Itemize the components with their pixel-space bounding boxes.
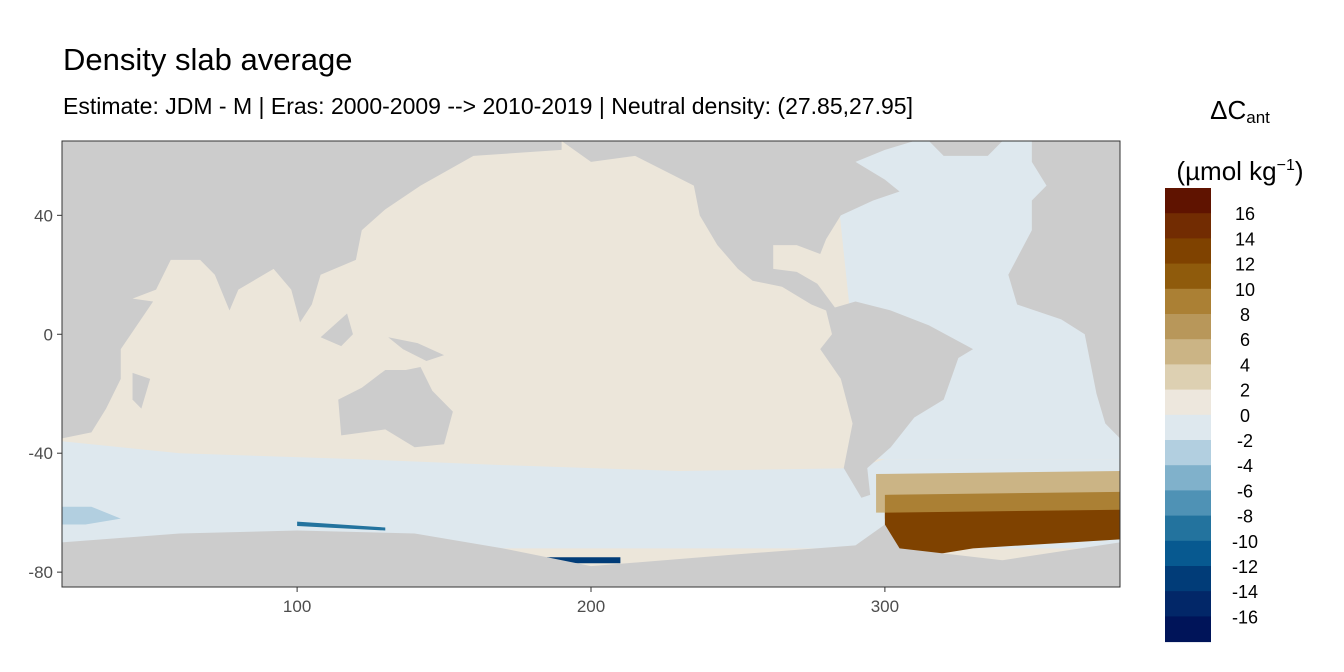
legend-label: 10 [1235,280,1255,300]
land-mass [62,524,1120,587]
legend-label: 12 [1235,255,1255,275]
legend-swatch [1165,566,1211,592]
legend-swatch [1165,515,1211,542]
legend-swatch [1165,238,1211,265]
legend-label: -16 [1232,607,1258,627]
legend-label: 0 [1240,406,1250,426]
y-tick-label: -40 [28,444,53,463]
legend-label: 6 [1240,330,1250,350]
legend-swatch [1165,490,1211,517]
plot-subtitle: Estimate: JDM - M | Eras: 2000-2009 --> … [63,93,913,119]
legend-swatch [1165,263,1211,290]
legend-label: 2 [1240,381,1250,401]
land-mass [132,372,151,409]
region-southern-negative-2 [62,506,121,525]
legend-label: -8 [1237,507,1253,527]
legend-label: -12 [1232,557,1258,577]
legend-swatch [1165,364,1211,391]
x-tick-label: 100 [283,597,311,616]
x-tick-label: 200 [577,597,605,616]
legend-swatch [1165,339,1211,365]
y-tick-label: -80 [28,563,53,582]
legend-label: -6 [1237,481,1253,501]
legend-swatch [1165,389,1211,416]
legend-swatch [1165,540,1211,567]
legend-swatch [1165,440,1211,466]
legend-label: -4 [1237,456,1253,476]
y-tick-label: 40 [34,206,53,225]
land-mass [1008,141,1120,439]
legend-swatch [1165,288,1211,315]
legend-swatch [1165,465,1211,491]
legend-label: 4 [1240,355,1250,375]
y-tick-label: 0 [44,325,53,344]
legend-label: -10 [1232,532,1258,552]
x-tick-label: 300 [871,597,899,616]
legend-swatch [1165,213,1211,239]
land-mass [320,313,353,347]
region-coastal-negative [297,521,386,531]
legend-swatch [1165,414,1211,441]
land-mass [62,141,562,439]
legend-title: ΔCant (µmol kg−1) [1176,95,1304,186]
legend-label: -2 [1237,431,1253,451]
legend-swatch [1165,591,1211,617]
legend-swatch [1165,314,1211,340]
land-mass [928,141,1003,156]
legend-label: 8 [1240,305,1250,325]
region-weddell-positive [884,509,1120,561]
legend-label: -14 [1232,582,1258,602]
land-mass [561,141,974,498]
land-mass [388,337,445,362]
plot-title: Density slab average [63,42,353,77]
legend-label: 16 [1235,204,1255,224]
legend-swatch [1165,188,1211,214]
legend-label: 14 [1235,229,1255,249]
legend-swatch [1165,616,1211,643]
land-mass [338,366,453,448]
map-layers [62,141,1120,587]
